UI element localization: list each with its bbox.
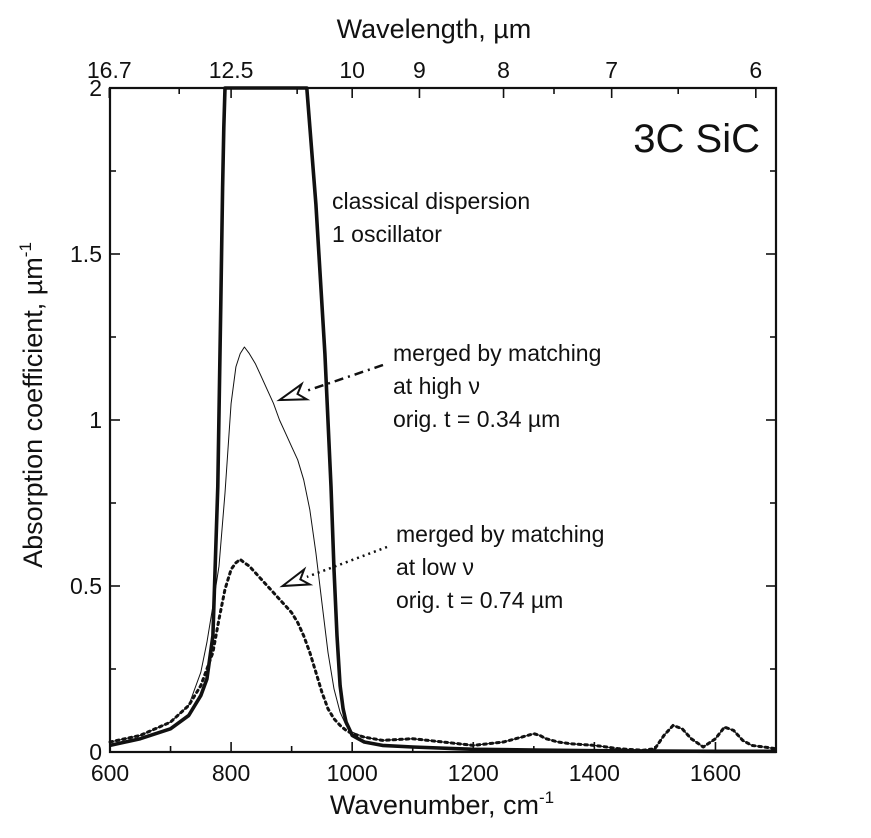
y-tick-label: 1 — [89, 407, 102, 433]
x-tick-label: 1200 — [448, 760, 499, 786]
x-tick-label: 1600 — [690, 760, 741, 786]
y-tick-label: 1.5 — [70, 241, 102, 267]
top-tick-label: 9 — [413, 57, 426, 83]
top-tick-label: 10 — [339, 57, 365, 83]
top-tick-label: 8 — [497, 57, 510, 83]
y-tick-label: 2 — [89, 75, 102, 101]
top-axis-ticks: 16.7 12.5 10 9 8 7 6 — [87, 57, 762, 98]
top-tick-label: 6 — [749, 57, 762, 83]
x-tick-label: 800 — [212, 760, 250, 786]
x-tick-label: 1000 — [327, 760, 378, 786]
x-axis-title: Wavenumber, cm-1 — [330, 788, 554, 820]
annotation-low: merged by matching at low ν orig. t = 0.… — [396, 521, 604, 613]
y-tick-label: 0.5 — [70, 573, 102, 599]
x-tick-label: 600 — [91, 760, 129, 786]
x-axis-title-sup: -1 — [539, 788, 554, 807]
annotation-classical: classical dispersion 1 oscillator — [332, 188, 530, 247]
annotation-classical-line-1: classical dispersion — [332, 188, 530, 214]
annotation-low-line-1: merged by matching — [396, 521, 604, 547]
annotation-classical-line-2: 1 oscillator — [332, 221, 442, 247]
top-axis-title: Wavelength, µm — [337, 14, 532, 44]
sample-label: 3C SiC — [633, 117, 760, 161]
x-axis-title-text: Wavenumber, cm — [330, 790, 539, 820]
x-tick-label: 1400 — [569, 760, 620, 786]
arrow-low-line — [306, 545, 388, 579]
annotation-high: merged by matching at high ν orig. t = 0… — [393, 340, 601, 432]
y-axis-ticks: 0 0.5 1 1.5 2 — [70, 75, 776, 765]
y-axis-title: Absorption coefficient, µm-1 — [16, 242, 48, 568]
arrow-high-head — [276, 381, 311, 402]
top-tick-label: 12.5 — [209, 57, 254, 83]
annotation-high-line-2: at high ν — [393, 373, 480, 399]
series-line-1 — [109, 346, 777, 751]
annotation-low-line-3: orig. t = 0.74 µm — [396, 587, 563, 613]
annotation-arrows — [276, 363, 388, 588]
annotation-high-line-3: orig. t = 0.34 µm — [393, 406, 560, 432]
arrow-low-head — [279, 566, 314, 588]
top-tick-label: 7 — [605, 57, 618, 83]
annotation-high-line-1: merged by matching — [393, 340, 601, 366]
arrow-high-line — [303, 363, 384, 393]
y-axis-title-sup: -1 — [16, 242, 35, 257]
y-axis-title-text: Absorption coefficient, µm — [18, 257, 48, 568]
series-line-0 — [109, 86, 776, 754]
x-axis-ticks: 600 800 1000 1200 1400 1600 — [91, 742, 741, 786]
y-tick-label: 0 — [89, 739, 102, 765]
top-tick-label: 16.7 — [87, 57, 132, 83]
series-layer — [108, 86, 778, 754]
series-line-2 — [108, 557, 778, 752]
annotation-low-line-2: at low ν — [396, 554, 474, 580]
